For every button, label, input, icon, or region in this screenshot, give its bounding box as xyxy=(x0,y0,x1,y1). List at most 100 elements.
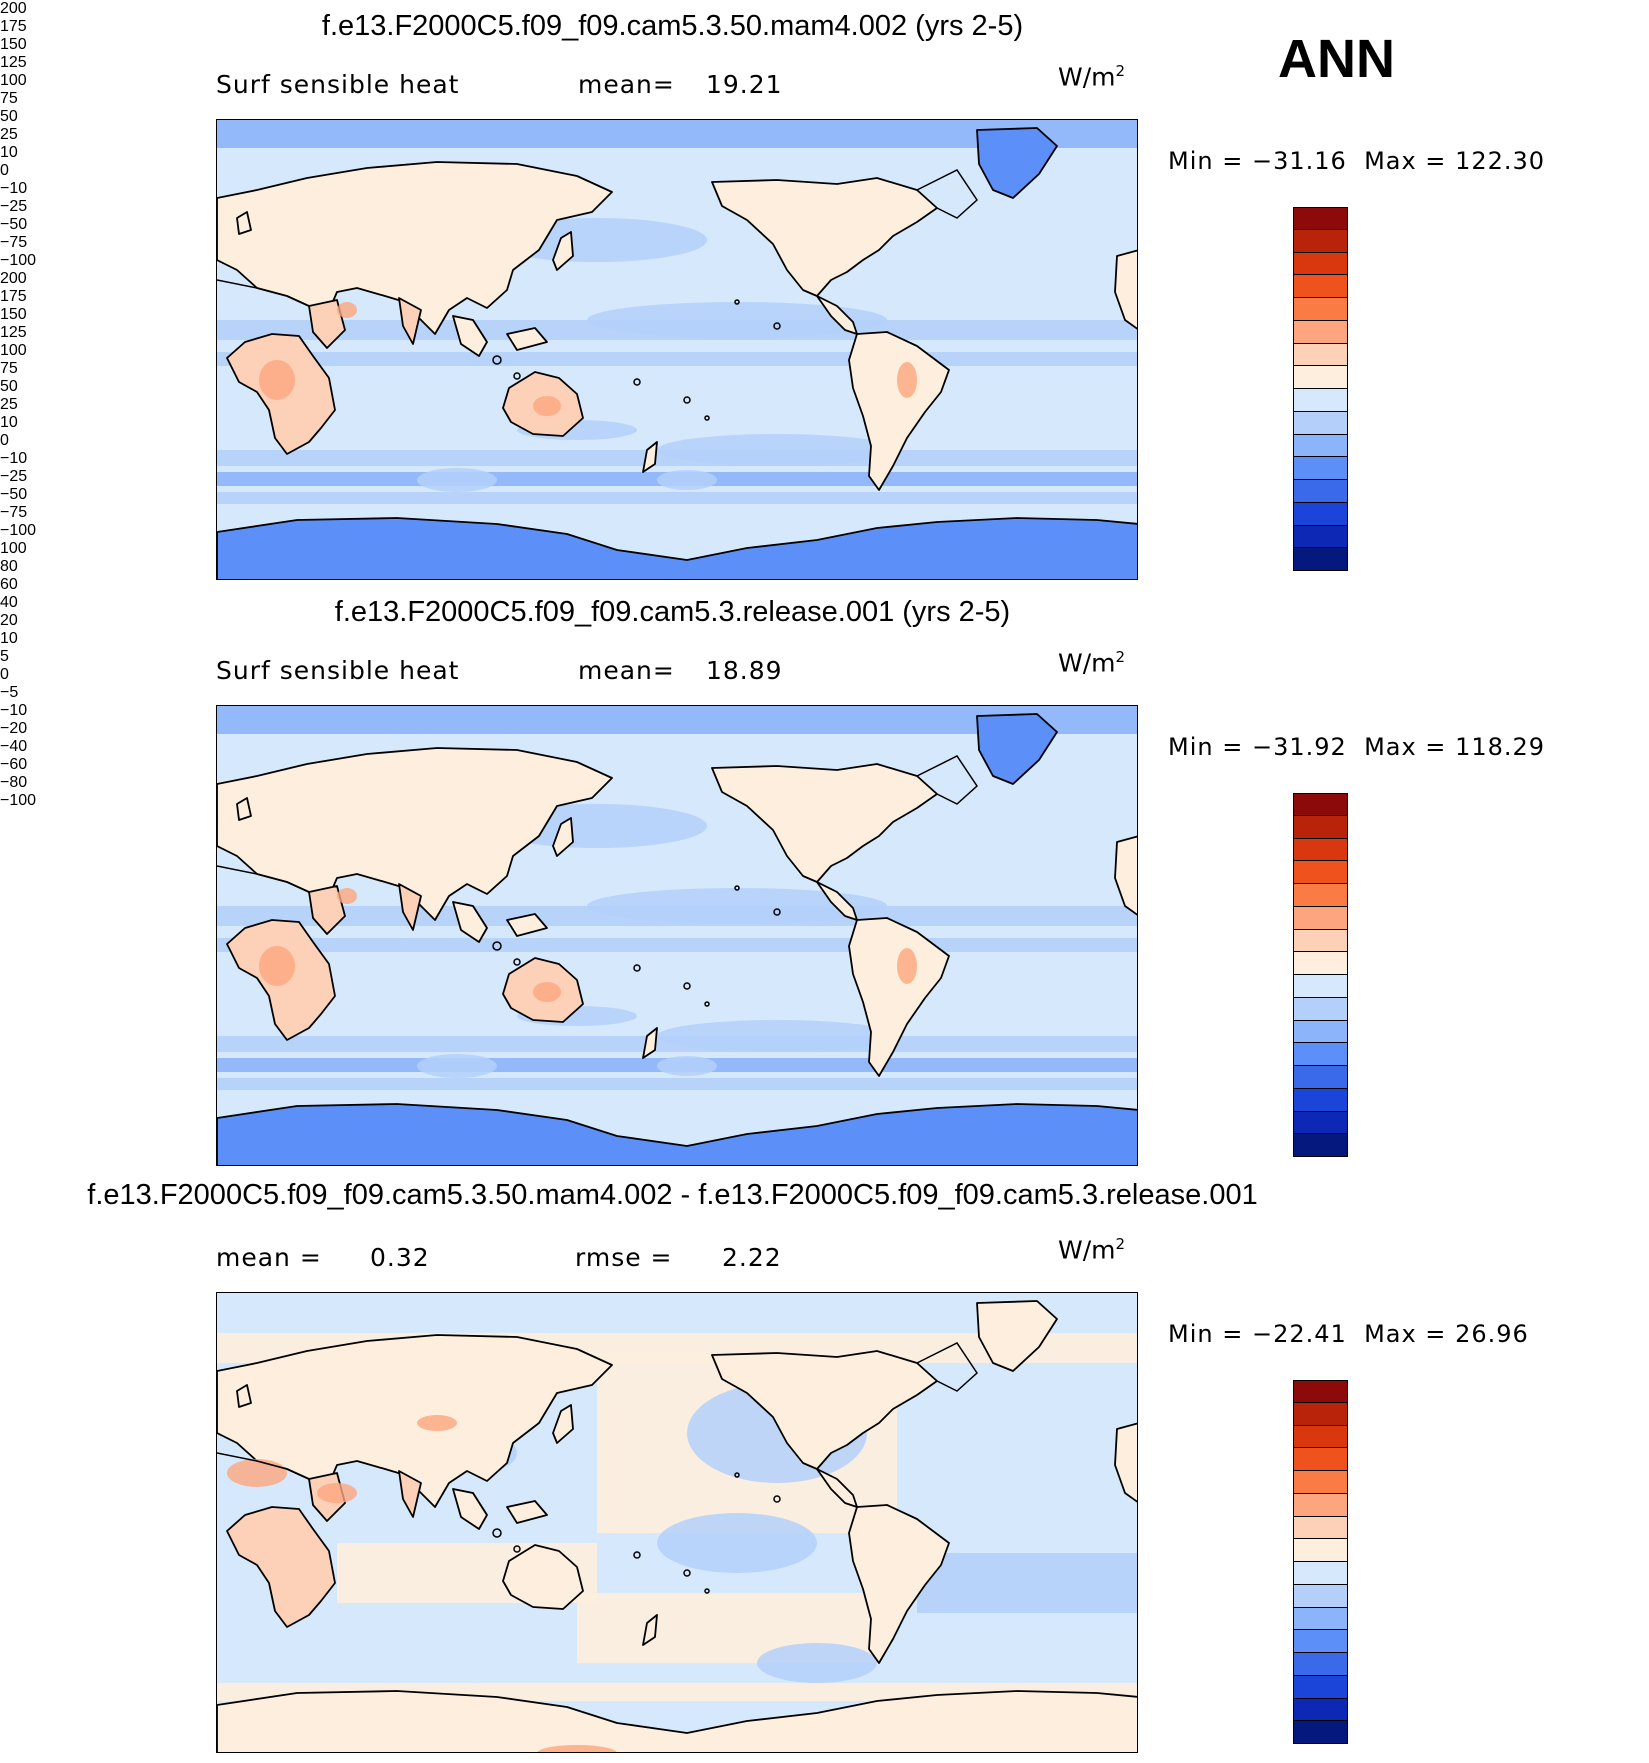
colorbar-level-label: −50 xyxy=(0,216,28,233)
units-label: W/m2 xyxy=(1058,1235,1125,1264)
max-label: Max = xyxy=(1364,733,1447,761)
colorbar xyxy=(1293,1380,1348,1745)
colorbar-level-label: 100 xyxy=(0,72,27,89)
colorbar-swatch xyxy=(1293,1607,1348,1631)
island-outline xyxy=(773,1495,781,1503)
colorbar-level-label: 80 xyxy=(0,558,18,575)
units-exponent: 2 xyxy=(1115,1235,1126,1253)
land-japan xyxy=(552,1404,574,1444)
contour-band xyxy=(533,982,561,1002)
land-west-africa-edge xyxy=(1114,249,1137,330)
colorbar-level-label: −50 xyxy=(0,486,28,503)
island-outline xyxy=(683,396,691,404)
colorbar-swatch xyxy=(1293,975,1348,998)
season-label: ANN xyxy=(1278,29,1395,89)
contour-band xyxy=(337,888,357,904)
colorbar-swatch xyxy=(1293,1653,1348,1676)
max-label: Max = xyxy=(1364,1320,1447,1348)
colorbar-level-label: 125 xyxy=(0,324,27,341)
colorbar-swatch xyxy=(1293,815,1348,839)
colorbar-level-label: 200 xyxy=(0,270,27,287)
colorbar-swatch xyxy=(1293,411,1348,435)
colorbar-swatch xyxy=(1293,1380,1348,1403)
min-label: Min = xyxy=(1168,147,1244,175)
colorbar-level-label: −25 xyxy=(0,198,28,215)
contour-band xyxy=(417,468,497,492)
colorbar-level-label: −60 xyxy=(0,756,28,773)
colorbar-level-label: 100 xyxy=(0,342,27,359)
units-label: W/m2 xyxy=(1058,62,1125,91)
colorbar-level-label: −10 xyxy=(0,180,28,197)
land-nz xyxy=(642,1027,658,1059)
colorbar-swatch xyxy=(1293,1721,1348,1745)
max-value: 26.96 xyxy=(1455,1320,1529,1348)
colorbar-level-label: −75 xyxy=(0,234,28,251)
contour-band xyxy=(337,302,357,318)
colorbar-level-label: 175 xyxy=(0,288,27,305)
colorbar-swatch xyxy=(1293,480,1348,503)
stat1-value: 18.89 xyxy=(706,656,783,685)
map-plot xyxy=(216,1292,1138,1753)
colorbar-swatch xyxy=(1293,229,1348,253)
map-plot xyxy=(216,705,1138,1166)
island-outline xyxy=(773,908,781,916)
colorbar-swatch xyxy=(1293,389,1348,412)
colorbar-swatch xyxy=(1293,548,1348,572)
land-arabia-india xyxy=(308,297,422,349)
land-antarctica xyxy=(217,1690,1137,1752)
colorbar-swatch xyxy=(1293,525,1348,549)
map-contour-field xyxy=(217,1293,1137,1752)
max-value: 122.30 xyxy=(1455,147,1546,175)
min-max-readout: Min = −31.92 Max = 118.29 xyxy=(1168,733,1545,761)
colorbar xyxy=(1293,207,1348,572)
land-australia xyxy=(502,1544,584,1610)
contour-band xyxy=(217,1078,1137,1090)
coastline xyxy=(452,1488,488,1516)
colorbar-swatch xyxy=(1293,1066,1348,1089)
panel-1: f.e13.F2000C5.f09_f09.cam5.3.50.mam4.002… xyxy=(0,0,1649,580)
coastline xyxy=(452,901,488,929)
coastline xyxy=(916,169,978,219)
colorbar-swatch xyxy=(1293,1562,1348,1585)
land-japan xyxy=(552,231,574,271)
land-greenland xyxy=(976,713,1058,785)
coastline xyxy=(217,279,310,307)
land-north-america xyxy=(711,1350,938,1470)
colorbar-level-label: −75 xyxy=(0,504,28,521)
colorbar-swatch xyxy=(1293,1584,1348,1608)
land-uk xyxy=(236,211,252,235)
contour-band xyxy=(217,492,1137,504)
land-antarctica xyxy=(217,1103,1137,1165)
units-exponent: 2 xyxy=(1115,648,1126,666)
contour-band xyxy=(417,1054,497,1078)
stat1-label: mean= xyxy=(578,656,675,685)
colorbar-level-label: −100 xyxy=(0,252,37,269)
panel-2: f.e13.F2000C5.f09_f09.cam5.3.release.001… xyxy=(0,270,1649,1166)
colorbar-swatch xyxy=(1293,952,1348,976)
colorbar-swatch xyxy=(1293,997,1348,1021)
units-base: W/m xyxy=(1058,648,1116,678)
colorbar-level-label: 60 xyxy=(0,576,18,593)
colorbar-level-label: 10 xyxy=(0,414,18,431)
colorbar-level-label: −10 xyxy=(0,702,28,719)
colorbar-swatch xyxy=(1293,1539,1348,1563)
colorbar-swatch xyxy=(1293,502,1348,526)
colorbar-level-label: −40 xyxy=(0,738,28,755)
stat1-label: mean = xyxy=(216,1243,322,1272)
island-outline xyxy=(492,941,502,951)
contour-band xyxy=(897,948,917,984)
island-outline xyxy=(633,378,641,386)
colorbar-level-label: −100 xyxy=(0,522,37,539)
min-value: −31.92 xyxy=(1251,733,1347,761)
colorbar-swatch xyxy=(1293,861,1348,885)
colorbar xyxy=(1293,793,1348,1158)
max-value: 118.29 xyxy=(1455,733,1546,761)
land-west-africa-edge xyxy=(1114,835,1137,916)
colorbar-swatch xyxy=(1293,457,1348,481)
colorbar-swatch xyxy=(1293,1134,1348,1158)
land-north-america xyxy=(711,763,938,883)
colorbar-swatch xyxy=(1293,298,1348,321)
colorbar-swatch xyxy=(1293,1493,1348,1517)
panel-title: f.e13.F2000C5.f09_f09.cam5.3.50.mam4.002… xyxy=(87,1179,1258,1211)
